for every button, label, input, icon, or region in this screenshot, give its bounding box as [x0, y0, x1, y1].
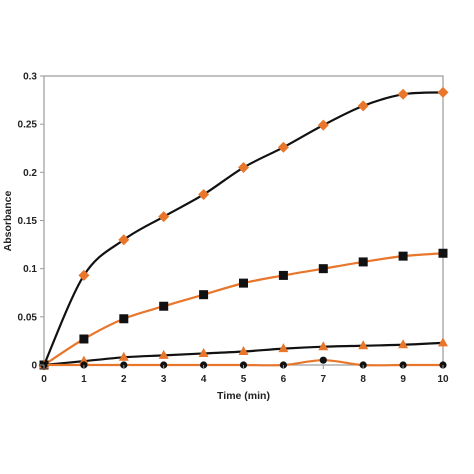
triangle-marker: [158, 349, 169, 359]
triangle-marker: [398, 339, 409, 349]
series-diamond: [38, 86, 449, 371]
triangle-marker: [358, 340, 369, 350]
triangle-marker: [198, 347, 209, 357]
square-marker: [119, 314, 129, 324]
diamond-marker: [437, 86, 449, 98]
x-tick-label: 8: [360, 374, 366, 385]
x-tick-label: 0: [41, 374, 47, 385]
triangle-marker: [238, 346, 249, 356]
y-tick-label: 0.3: [23, 72, 37, 83]
x-tick-label: 2: [121, 374, 127, 385]
x-tick-label: 7: [321, 374, 327, 385]
square-marker: [358, 257, 368, 267]
circle-marker: [319, 356, 327, 364]
triangle-marker: [118, 351, 129, 361]
y-tick-label: 0.05: [18, 312, 38, 323]
plot-area: [43, 75, 444, 366]
x-tick-label: 9: [400, 374, 406, 385]
triangle-marker: [78, 355, 89, 365]
diamond-marker: [158, 211, 170, 223]
y-tick-label: 0.2: [23, 168, 37, 179]
diamond-marker: [357, 100, 369, 112]
diamond-marker: [118, 234, 130, 246]
square-marker: [398, 251, 408, 261]
x-tick-label: 1: [81, 374, 87, 385]
x-tick-label: 6: [281, 374, 287, 385]
square-marker: [239, 278, 248, 288]
x-tick-label: 5: [241, 374, 247, 385]
square-marker: [199, 290, 209, 300]
diamond-marker: [78, 269, 90, 281]
diamond-marker: [198, 188, 210, 200]
axes-layer: 0 1 2 3 4 5 6 7 8 9 10 0 0.05 0.1 0.15 0.2 0.25 0.3: [18, 72, 449, 386]
square-marker: [438, 248, 448, 258]
x-tick-label: 4: [201, 374, 207, 385]
diamond-marker: [397, 88, 409, 100]
x-axis-title: Time (min): [217, 390, 270, 402]
x-tick-label: 3: [161, 374, 167, 385]
y-tick-label: 0.1: [23, 264, 37, 275]
square-marker: [79, 334, 89, 344]
triangle-marker: [438, 337, 448, 347]
diamond-marker: [317, 119, 329, 131]
diamond-marker: [238, 162, 249, 174]
y-tick-label: 0: [31, 361, 37, 372]
triangle-marker: [278, 343, 289, 353]
triangle-marker: [318, 341, 329, 351]
y-tick-label: 0.15: [18, 216, 38, 227]
series-square: [39, 248, 448, 370]
series-layer: [38, 86, 449, 371]
x-tick-label: 10: [437, 374, 449, 385]
square-marker: [318, 264, 328, 274]
diamond-marker: [277, 141, 289, 153]
y-axis-title: Absorbance: [2, 191, 14, 252]
square-marker: [159, 301, 169, 311]
square-marker: [278, 270, 288, 280]
y-tick-label: 0.25: [18, 120, 38, 131]
